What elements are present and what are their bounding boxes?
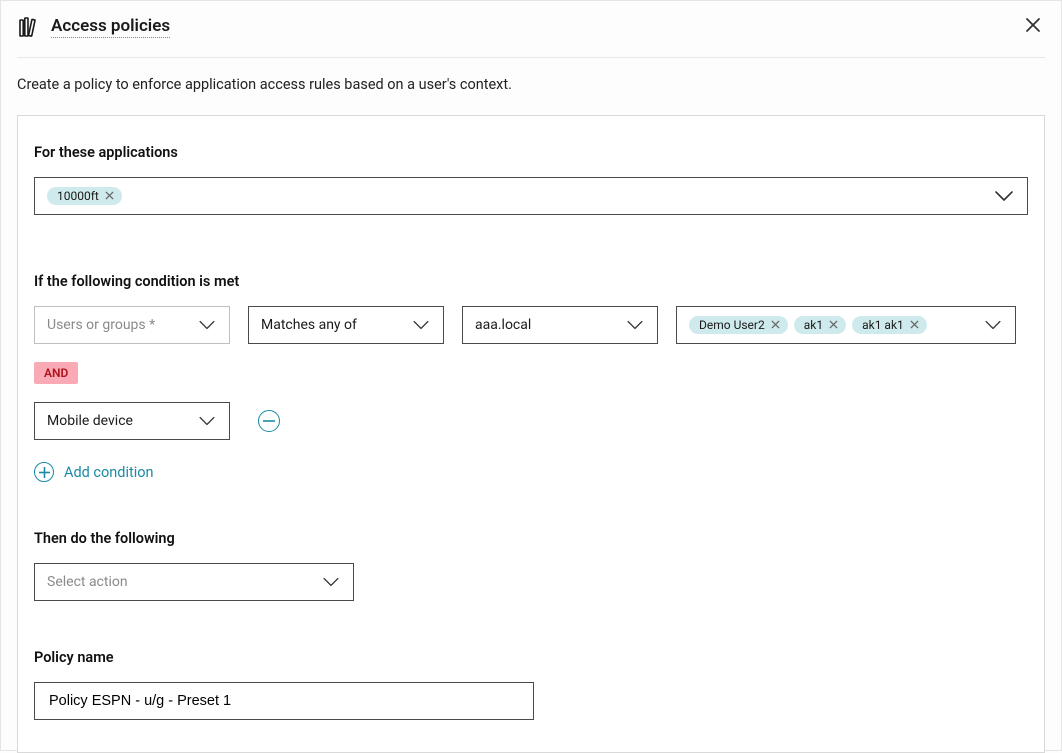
condition-label: If the following condition is met [34,273,1028,290]
action-label: Then do the following [34,530,1028,547]
user-chip-label: ak1 ak1 [862,318,904,332]
policy-form-panel: For these applications 10000ft If the fo… [17,115,1045,753]
dialog-subtitle: Create a policy to enforce application a… [1,58,1061,115]
second-condition-value: Mobile device [47,413,133,429]
user-chip: ak1 [794,316,846,334]
remove-chip-icon[interactable] [829,319,838,332]
books-icon [17,15,41,39]
user-chip-label: ak1 [804,318,823,332]
dialog-header: Access policies [1,1,1061,51]
policy-name-input[interactable] [34,682,534,720]
chevron-down-icon [625,319,645,331]
app-chip-label: 10000ft [57,189,99,203]
match-operator-value: Matches any of [261,317,357,333]
chevron-down-icon [321,576,341,588]
remove-chip-icon[interactable] [910,319,919,332]
close-icon[interactable] [1023,15,1043,39]
chevron-down-icon [197,319,217,331]
domain-value: aaa.local [475,317,531,333]
plus-icon [34,462,54,482]
applications-label: For these applications [34,144,1028,161]
match-operator-select[interactable]: Matches any of [248,306,444,344]
policy-name-label: Policy name [34,649,1028,666]
users-or-groups-placeholder: Users or groups * [47,317,155,333]
user-chip: Demo User2 [689,316,788,334]
users-select[interactable]: Demo User2 ak1 ak1 ak1 [676,306,1016,344]
action-placeholder: Select action [47,574,128,590]
condition-row-2: Mobile device [34,402,1028,440]
app-chip: 10000ft [47,187,122,205]
user-chip: ak1 ak1 [852,316,927,334]
applications-select[interactable]: 10000ft [34,177,1028,215]
domain-select[interactable]: aaa.local [462,306,658,344]
condition-row-1: Users or groups * Matches any of aaa.loc… [34,306,1028,344]
chevron-down-icon [197,415,217,427]
chevron-down-icon [983,319,1003,331]
remove-chip-icon[interactable] [105,190,114,203]
add-condition-label: Add condition [64,464,154,481]
add-condition-button[interactable]: Add condition [34,462,1028,482]
action-select[interactable]: Select action [34,563,354,601]
and-badge: AND [34,362,78,384]
user-chip-label: Demo User2 [699,318,765,332]
dialog-title: Access policies [51,16,170,38]
second-condition-select[interactable]: Mobile device [34,402,230,440]
chevron-down-icon [411,319,431,331]
chevron-down-icon [993,189,1015,203]
users-or-groups-select[interactable]: Users or groups * [34,306,230,344]
remove-chip-icon[interactable] [771,319,780,332]
remove-condition-button[interactable] [258,410,280,432]
